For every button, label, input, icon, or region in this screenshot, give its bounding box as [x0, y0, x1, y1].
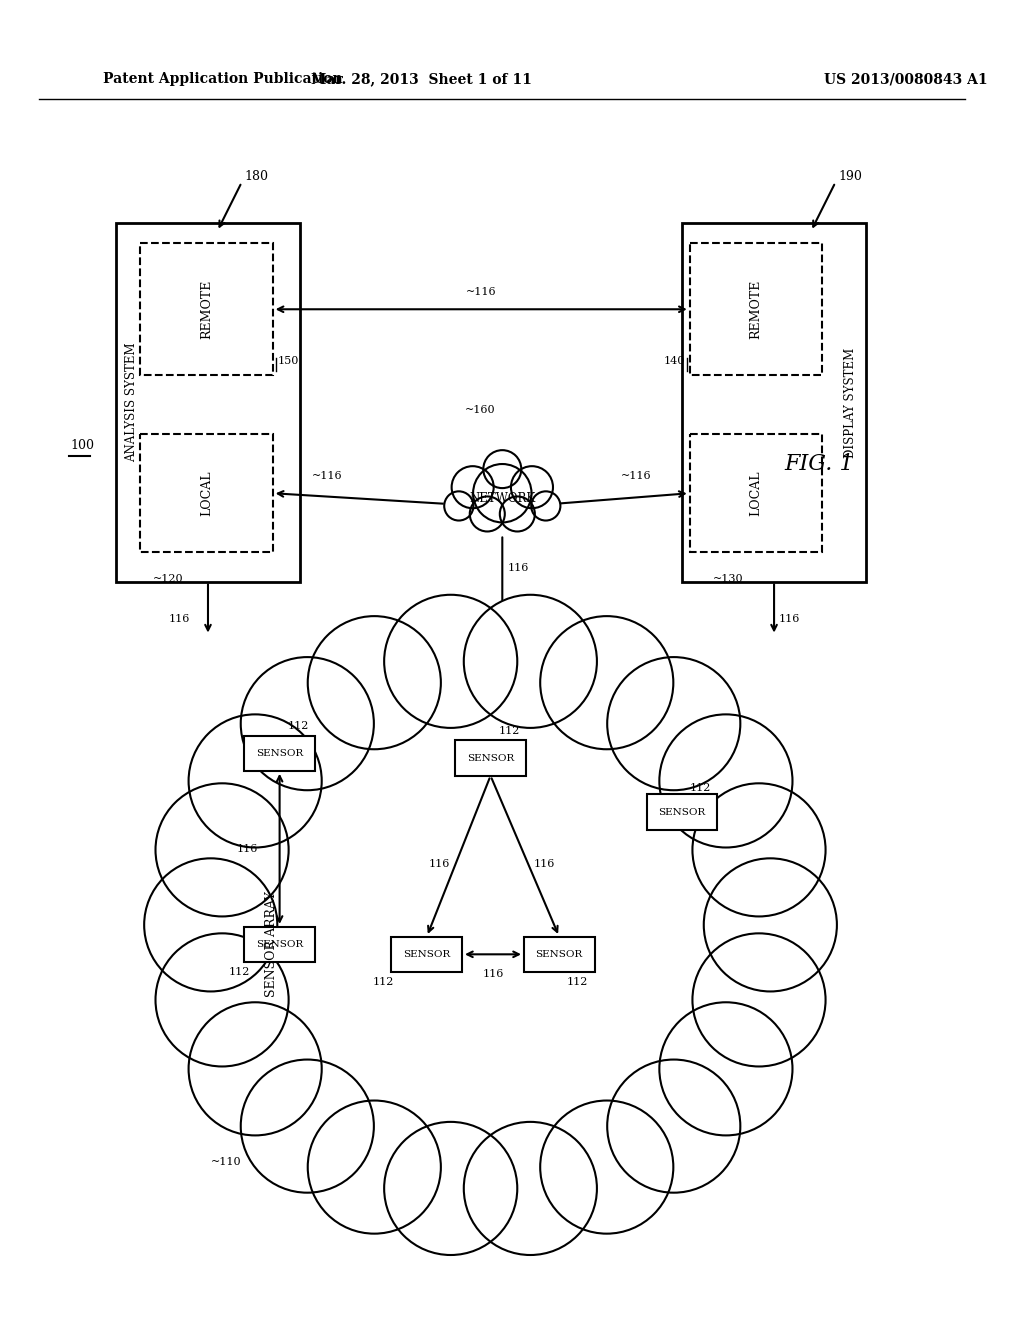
- Circle shape: [144, 858, 278, 991]
- Circle shape: [659, 1002, 793, 1135]
- Circle shape: [444, 491, 473, 520]
- Circle shape: [308, 616, 441, 750]
- Text: SENSOR: SENSOR: [256, 940, 303, 949]
- Text: 100: 100: [71, 440, 94, 451]
- Text: 116: 116: [779, 614, 801, 624]
- Text: LOCAL: LOCAL: [750, 470, 763, 516]
- Circle shape: [473, 465, 531, 523]
- Circle shape: [384, 1122, 517, 1255]
- Text: 116: 116: [534, 859, 555, 869]
- Text: 116: 116: [429, 859, 451, 869]
- Text: 112: 112: [288, 721, 309, 731]
- Bar: [391, 937, 462, 972]
- Circle shape: [188, 1002, 322, 1135]
- Circle shape: [464, 1122, 597, 1255]
- Text: 112: 112: [499, 726, 520, 735]
- Circle shape: [500, 496, 535, 532]
- Circle shape: [241, 1060, 374, 1193]
- Circle shape: [483, 450, 521, 488]
- Text: ~130: ~130: [714, 574, 743, 583]
- Text: 116: 116: [169, 614, 190, 624]
- Circle shape: [692, 933, 825, 1067]
- Circle shape: [452, 466, 494, 508]
- Circle shape: [384, 595, 517, 727]
- Text: 116: 116: [237, 843, 258, 854]
- Text: REMOTE: REMOTE: [200, 280, 213, 339]
- Ellipse shape: [202, 657, 779, 1192]
- Text: 116: 116: [482, 969, 504, 979]
- Text: SENSOR: SENSOR: [467, 754, 514, 763]
- Circle shape: [692, 783, 825, 916]
- Text: ANALYSIS SYSTEM: ANALYSIS SYSTEM: [125, 343, 138, 462]
- Bar: [682, 223, 866, 582]
- Text: NETWORK: NETWORK: [469, 491, 536, 504]
- Text: FIG. 1: FIG. 1: [784, 453, 854, 475]
- Text: 150: 150: [278, 356, 299, 366]
- Text: 140: 140: [664, 356, 685, 366]
- Circle shape: [511, 466, 553, 508]
- Circle shape: [703, 858, 837, 991]
- Circle shape: [659, 714, 793, 847]
- Circle shape: [188, 714, 322, 847]
- Text: LOCAL: LOCAL: [200, 470, 213, 516]
- Bar: [140, 434, 272, 552]
- Text: ~116: ~116: [621, 470, 651, 480]
- Bar: [116, 223, 300, 582]
- Circle shape: [156, 933, 289, 1067]
- Text: 190: 190: [839, 170, 862, 183]
- Text: Patent Application Publication: Patent Application Publication: [103, 73, 343, 86]
- Text: SENSOR: SENSOR: [536, 950, 583, 958]
- Circle shape: [541, 616, 674, 750]
- Text: REMOTE: REMOTE: [750, 280, 763, 339]
- Bar: [646, 795, 717, 830]
- Circle shape: [531, 491, 560, 520]
- Circle shape: [464, 595, 597, 727]
- Circle shape: [607, 1060, 740, 1193]
- Bar: [140, 243, 272, 375]
- Circle shape: [156, 783, 289, 916]
- Text: 112: 112: [228, 968, 250, 977]
- Bar: [690, 243, 822, 375]
- Text: 112: 112: [373, 977, 394, 987]
- Text: 112: 112: [567, 977, 589, 987]
- Bar: [245, 927, 315, 962]
- Text: US 2013/0080843 A1: US 2013/0080843 A1: [824, 73, 988, 86]
- Bar: [456, 741, 526, 776]
- Text: 116: 116: [507, 562, 528, 573]
- Circle shape: [308, 1101, 441, 1234]
- Text: ~116: ~116: [311, 470, 342, 480]
- Text: SENSOR: SENSOR: [403, 950, 451, 958]
- Text: Mar. 28, 2013  Sheet 1 of 11: Mar. 28, 2013 Sheet 1 of 11: [311, 73, 532, 86]
- Text: SENSOR: SENSOR: [658, 808, 706, 817]
- Circle shape: [541, 1101, 674, 1234]
- Text: 112: 112: [690, 783, 711, 792]
- Text: ~116: ~116: [466, 286, 497, 297]
- Text: ~120: ~120: [153, 574, 183, 583]
- Text: SENSOR ARRAY: SENSOR ARRAY: [265, 891, 279, 998]
- Text: ~110: ~110: [211, 1158, 242, 1167]
- Text: DISPLAY SYSTEM: DISPLAY SYSTEM: [844, 347, 857, 458]
- Circle shape: [470, 496, 505, 532]
- Circle shape: [241, 657, 374, 791]
- Circle shape: [607, 657, 740, 791]
- Text: 180: 180: [245, 170, 268, 183]
- Bar: [690, 434, 822, 552]
- Bar: [524, 937, 595, 972]
- Text: SENSOR: SENSOR: [256, 748, 303, 758]
- Text: ~160: ~160: [465, 405, 496, 414]
- Bar: [245, 735, 315, 771]
